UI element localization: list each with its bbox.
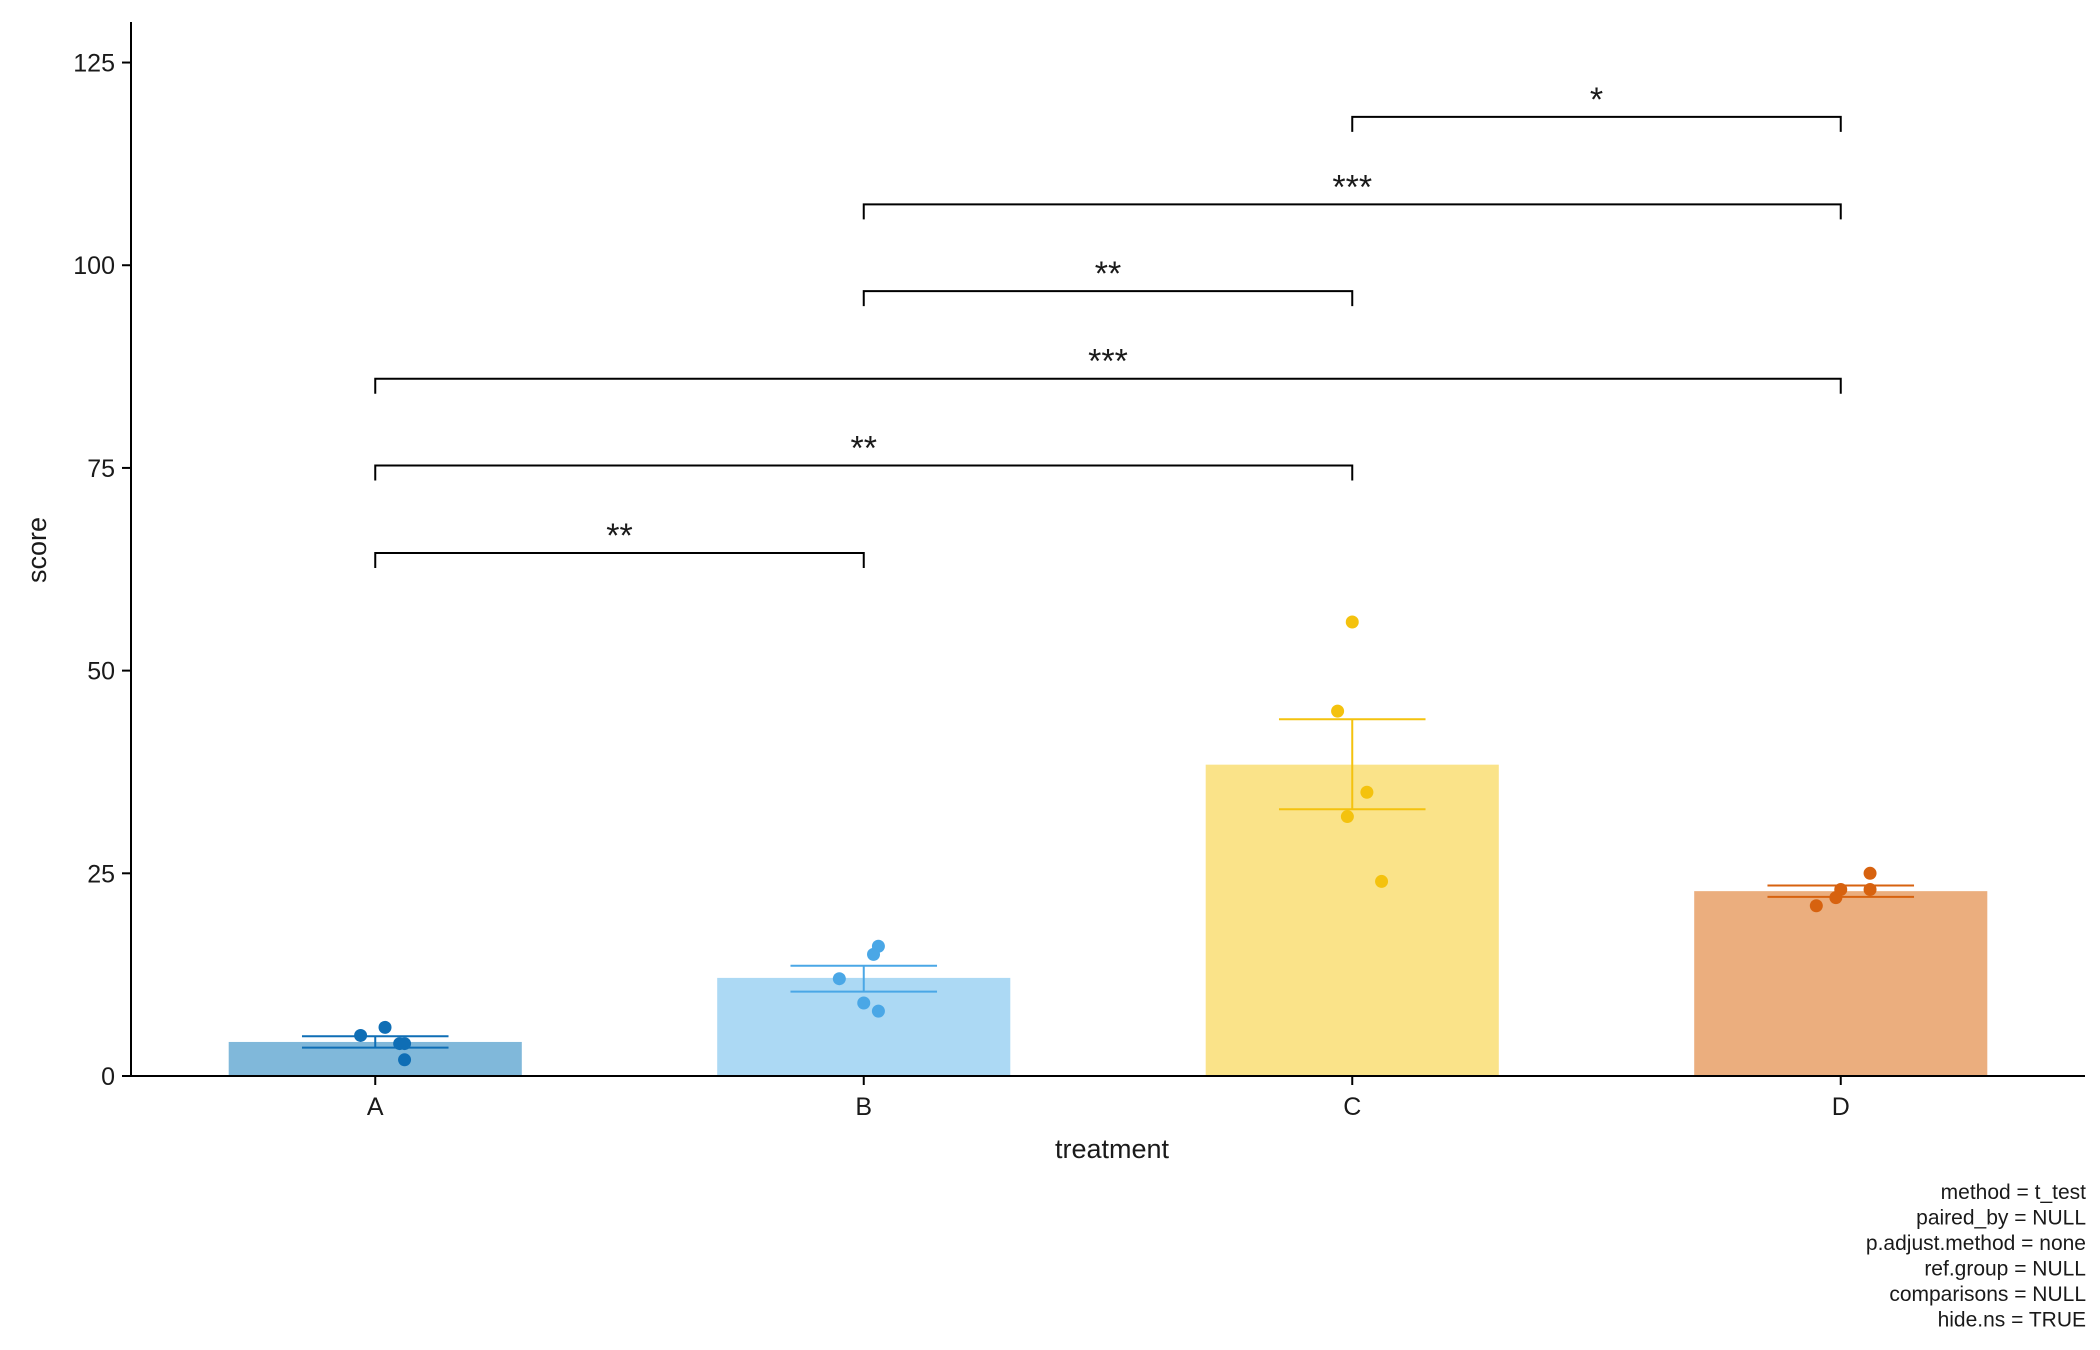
point-C-2 [1331,704,1345,718]
bracket-C-D [1351,115,1842,132]
significance-label-A-D: *** [1088,343,1128,381]
point-A-4 [398,1037,412,1051]
x-tick-label-D: D [1832,1093,1850,1121]
point-B-2 [867,947,881,961]
point-C-5 [1375,874,1389,888]
point-D-5 [1809,899,1823,913]
point-B-3 [832,972,846,986]
point-C-1 [1345,615,1359,629]
bracket-A-B [374,552,865,569]
point-D-3 [1863,883,1877,897]
x-axis-title: treatment [1055,1134,1170,1164]
significance-label-A-B: ** [606,517,632,555]
significance-label-A-C: ** [851,429,877,467]
caption-line-6: hide.ns = TRUE [1938,1309,2086,1332]
y-tick-label-75: 75 [87,455,115,483]
point-A-1 [378,1020,392,1034]
bracket-B-C [862,290,1354,307]
point-D-4 [1829,891,1843,905]
point-D-1 [1863,866,1877,880]
x-tick-label-A: A [367,1093,384,1121]
significance-label-B-C: ** [1095,255,1121,293]
bar-B [717,977,1011,1076]
bar-C [1205,764,1499,1076]
bracket-B-D [862,203,1842,220]
y-tick-label-25: 25 [87,860,115,888]
bar-D [1694,891,1988,1076]
point-A-5 [398,1053,412,1067]
x-tick-label-C: C [1343,1093,1361,1121]
y-tick-label-50: 50 [87,658,115,686]
significance-label-B-D: *** [1332,168,1372,206]
caption-line-1: method = t_test [1941,1181,2087,1204]
y-tick-label-125: 125 [73,50,115,78]
point-B-4 [857,996,871,1010]
point-A-2 [354,1028,368,1042]
point-C-3 [1360,785,1374,799]
caption-line-5: comparisons = NULL [1889,1283,2086,1306]
x-tick-label-B: B [855,1093,872,1121]
point-C-4 [1340,810,1354,824]
bracket-A-D [374,377,1842,394]
point-B-5 [871,1004,885,1018]
caption-line-4: ref.group = NULL [1924,1258,2086,1281]
caption: method = t_test paired_by = NULLp.adjust.… [1866,1181,2086,1332]
y-tick-label-0: 0 [101,1063,115,1091]
y-axis-title: score [22,517,52,583]
caption-line-3: p.adjust.method = none [1866,1232,2086,1255]
caption-line-2: paired_by = NULL [1916,1207,2086,1230]
bracket-A-C [374,464,1354,481]
significance-label-C-D: * [1590,81,1603,119]
y-tick-label-100: 100 [73,252,115,280]
